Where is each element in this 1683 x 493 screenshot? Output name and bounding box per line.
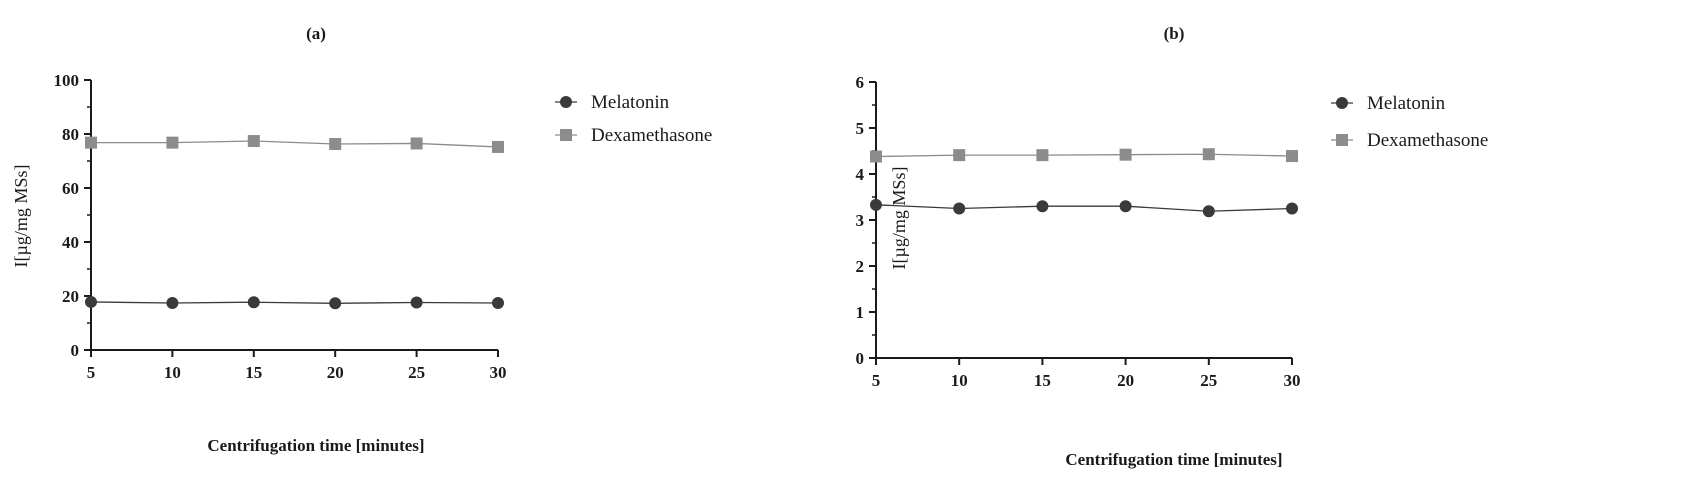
legend-marker-circle [1336, 97, 1348, 109]
legend-marker-square [560, 129, 572, 141]
panel-label: (b) [1164, 24, 1185, 43]
data-point-dexamethasone [492, 140, 504, 153]
series-line-melatonin [875, 204, 1293, 212]
series-line-dexamethasone [91, 140, 499, 148]
panel-label: (a) [306, 24, 326, 43]
data-point-dexamethasone [1286, 150, 1298, 163]
data-point-dexamethasone [410, 137, 423, 150]
series-line-melatonin [90, 301, 499, 304]
y-tick-label: 0 [856, 349, 865, 368]
y-tick-label: 3 [856, 211, 865, 230]
y-tick-label: 100 [54, 71, 80, 90]
series-line-dexamethasone [875, 153, 1293, 158]
legend-label: Melatonin [1367, 93, 1446, 114]
y-axis-title: I[µg/mg MSs] [889, 167, 909, 270]
y-tick-label: 1 [856, 303, 865, 322]
y-tick-label: 0 [71, 341, 80, 360]
data-point-melatonin [1036, 200, 1049, 213]
x-tick-label: 15 [1034, 371, 1051, 390]
legend-marker-square [1336, 134, 1348, 146]
y-tick-label: 4 [856, 165, 865, 184]
y-tick-label: 60 [62, 179, 79, 198]
y-tick-label: 2 [856, 257, 865, 276]
data-point-melatonin [870, 198, 882, 211]
data-point-melatonin [1286, 202, 1298, 215]
y-tick-label: 40 [62, 233, 79, 252]
data-point-melatonin [1202, 205, 1215, 218]
x-tick-label: 30 [1284, 371, 1301, 390]
data-point-melatonin [247, 296, 260, 309]
data-point-dexamethasone [247, 135, 260, 148]
data-point-dexamethasone [1119, 148, 1132, 161]
x-tick-label: 20 [327, 363, 344, 382]
data-point-melatonin [953, 202, 966, 215]
data-point-dexamethasone [953, 149, 966, 162]
y-axis-title: I[µg/mg MSs] [11, 165, 31, 268]
legend-marker-circle [560, 96, 572, 108]
data-point-melatonin [1119, 200, 1132, 213]
data-point-melatonin [329, 297, 342, 310]
x-axis-title: Centrifugation time [minutes] [207, 436, 424, 455]
data-point-melatonin [410, 296, 423, 309]
chart-panel-a: (a) Centrifugation time [minutes] I[µg/m… [11, 24, 712, 455]
x-tick-label: 5 [872, 371, 881, 390]
x-tick-label: 30 [490, 363, 507, 382]
x-tick-label: 10 [951, 371, 968, 390]
x-tick-label: 25 [1200, 371, 1217, 390]
x-axis-title: Centrifugation time [minutes] [1065, 450, 1282, 469]
y-tick-label: 5 [856, 119, 865, 138]
legend-label: Dexamethasone [1367, 130, 1488, 151]
x-tick-label: 5 [87, 363, 96, 382]
data-point-melatonin [166, 297, 179, 310]
data-point-dexamethasone [329, 137, 342, 150]
data-point-dexamethasone [166, 136, 179, 149]
legend-label: Melatonin [591, 92, 670, 113]
data-point-dexamethasone [1202, 148, 1215, 161]
x-tick-label: 15 [245, 363, 262, 382]
y-tick-label: 80 [62, 125, 79, 144]
data-point-dexamethasone [85, 136, 97, 149]
x-tick-label: 25 [408, 363, 425, 382]
y-tick-label: 6 [856, 73, 865, 92]
chart-panel-b: (b) Centrifugation time [minutes] I[µg/m… [856, 24, 1489, 469]
data-point-melatonin [85, 295, 97, 308]
x-tick-label: 20 [1117, 371, 1134, 390]
x-tick-label: 10 [164, 363, 181, 382]
data-point-dexamethasone [1036, 149, 1049, 162]
data-point-dexamethasone [870, 150, 882, 163]
data-point-melatonin [492, 297, 504, 310]
legend-label: Dexamethasone [591, 125, 712, 146]
y-tick-label: 20 [62, 287, 79, 306]
